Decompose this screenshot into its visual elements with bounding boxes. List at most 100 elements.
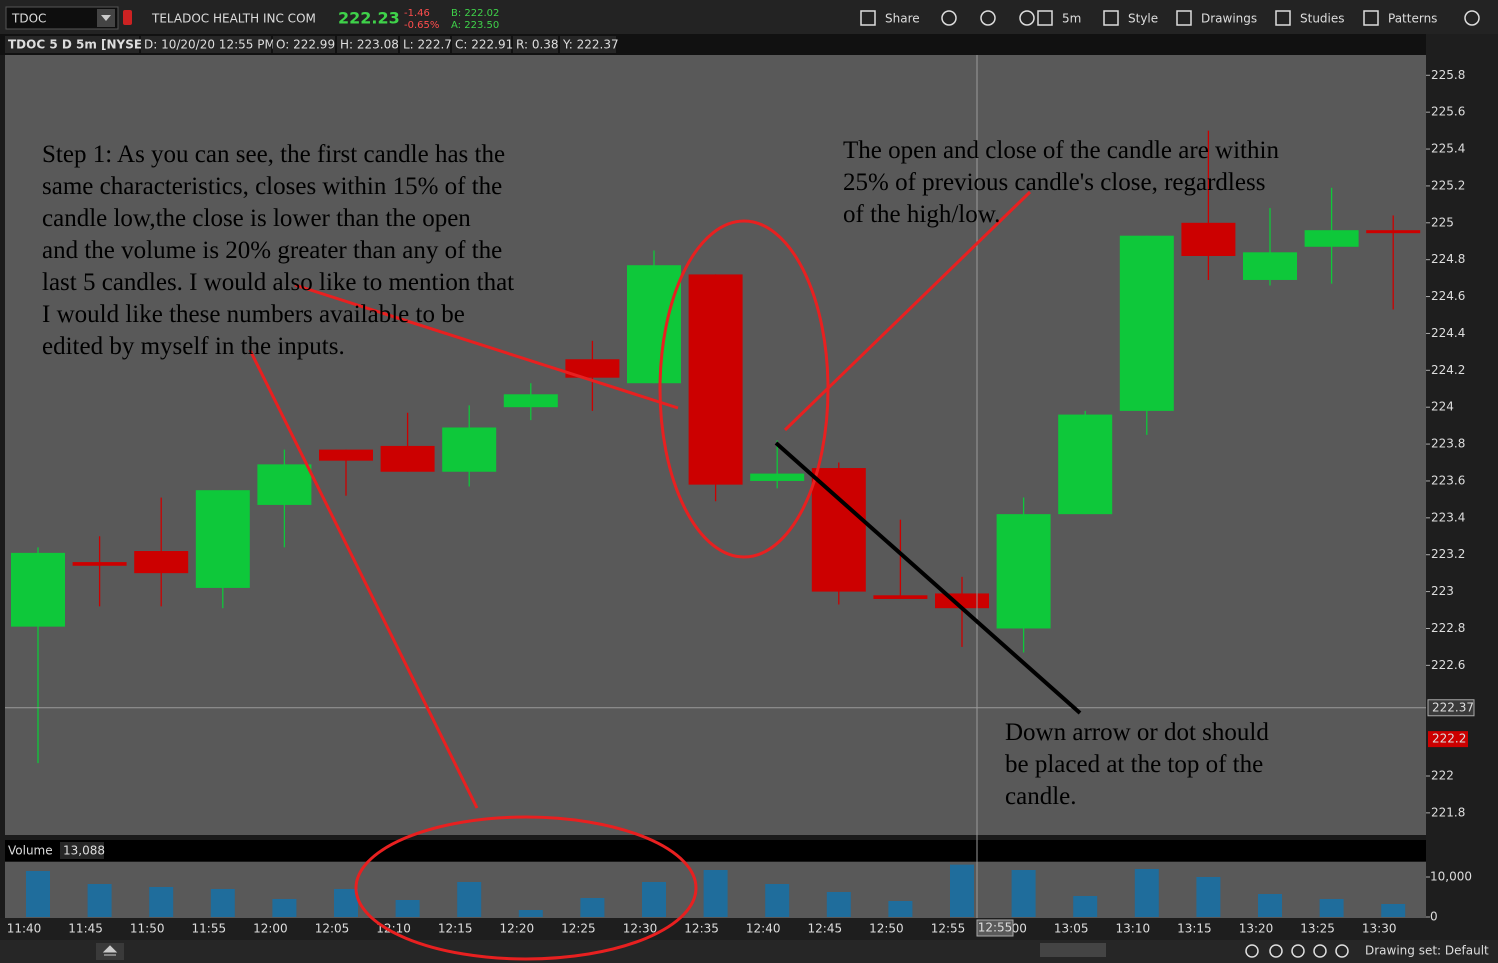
toolbar xyxy=(0,0,1498,34)
y-tick-label: 224.2 xyxy=(1431,363,1465,377)
annotation-text: candle low,the close is lower than the o… xyxy=(42,205,471,232)
toolbar-button[interactable]: Drawings xyxy=(1201,12,1257,26)
x-tick-label: 13:25 xyxy=(1300,922,1335,936)
cursor-price: 222.37 xyxy=(1432,700,1474,714)
header-field-box xyxy=(400,36,450,53)
plot: TDOC TELADOC HEALTH INC COM 222.23 -1.46-0.… xyxy=(5,8,1489,958)
y-tick-label: 225.6 xyxy=(1431,105,1465,119)
toolbar-icon[interactable] xyxy=(1103,10,1119,26)
toolbar-icon[interactable] xyxy=(1019,10,1035,26)
header-field: Y: 222.37 xyxy=(562,38,619,52)
toolbar-icon[interactable] xyxy=(1176,10,1192,26)
drawing-set[interactable]: Drawing set: Default xyxy=(1365,944,1489,958)
footer-icon[interactable] xyxy=(1245,944,1259,958)
footer-icon[interactable] xyxy=(1269,944,1283,958)
footer-icon[interactable] xyxy=(1335,944,1349,958)
x-tick-label: 13:05 xyxy=(1054,922,1089,936)
scrollbar[interactable] xyxy=(1040,943,1106,957)
toolbar-icon[interactable] xyxy=(860,10,876,26)
annotation-text: be placed at the top of the xyxy=(1005,751,1263,778)
annotation-text: last 5 candles. I would also like to men… xyxy=(42,269,514,296)
candle-body xyxy=(1243,252,1297,280)
volume-bar xyxy=(26,871,50,917)
annotation-text: candle. xyxy=(1005,783,1076,810)
ask: A: 223.50 xyxy=(451,20,499,31)
toolbar-icon[interactable] xyxy=(941,10,957,26)
volume-bar xyxy=(703,870,728,917)
time-axis xyxy=(0,918,1498,940)
x-tick-label: 11:50 xyxy=(130,922,165,936)
annotation-text: same characteristics, closes within 15% … xyxy=(42,173,502,200)
annotation-text: I would like these numbers available to … xyxy=(42,301,465,328)
candle-body xyxy=(380,445,435,472)
cursor-price-box xyxy=(1427,699,1475,717)
volume-bar xyxy=(1073,896,1098,917)
toolbar-icon[interactable] xyxy=(1037,10,1053,26)
toolbar-button[interactable]: Share xyxy=(885,12,920,26)
toolbar-button[interactable]: 5m xyxy=(1062,12,1081,26)
candle-body xyxy=(811,468,866,592)
toolbar-icon[interactable] xyxy=(1464,10,1480,26)
y-tick-label: 223.6 xyxy=(1431,473,1465,487)
footer-icon[interactable] xyxy=(1291,944,1305,958)
header-field: D: 10/20/20 12:55 PM xyxy=(144,38,275,52)
toolbar-icon[interactable] xyxy=(1275,10,1291,26)
header-field-box xyxy=(5,36,139,53)
arrow-line xyxy=(294,283,679,410)
arrow-line xyxy=(774,441,1082,715)
y-tick-label: 222.6 xyxy=(1431,658,1465,672)
volume-header xyxy=(5,840,1426,861)
header-field: L: 222.7 xyxy=(403,38,452,52)
x-tick-label: 12:05 xyxy=(315,922,350,936)
footer-bar xyxy=(0,940,1498,963)
x-tick-label: 12:10 xyxy=(376,922,411,936)
alert-icon[interactable] xyxy=(123,10,132,25)
y-tick-label: 224 xyxy=(1431,400,1454,414)
header-field: H: 223.08 xyxy=(340,38,399,52)
toolbar-icon[interactable] xyxy=(1363,10,1379,26)
x-tick-label: 11:45 xyxy=(68,922,103,936)
volume-value: 13,088 xyxy=(63,844,105,858)
volume-bar xyxy=(210,889,235,917)
x-tick-label: 13:20 xyxy=(1239,922,1274,936)
annotation-text: Down arrow or dot should xyxy=(1005,719,1269,746)
annotation-text: The open and close of the candle are wit… xyxy=(843,137,1279,164)
volume-bar xyxy=(395,900,420,917)
volume-bar xyxy=(1381,904,1406,917)
toolbar-button[interactable]: Studies xyxy=(1300,12,1345,26)
toolbar-button[interactable]: Patterns xyxy=(1388,12,1437,26)
toolbar-icon[interactable] xyxy=(980,10,996,26)
x-tick-label: 12:55 xyxy=(931,922,966,936)
x-tick-label: 13:30 xyxy=(1362,922,1397,936)
volume-bar xyxy=(149,887,174,917)
volume-bar xyxy=(1011,870,1036,917)
candle-body xyxy=(627,265,681,384)
header-field: R: 0.38 xyxy=(516,38,559,52)
candle-body xyxy=(195,490,250,588)
company-name: TELADOC HEALTH INC COM xyxy=(151,12,316,26)
volume-bar xyxy=(1258,894,1282,917)
x-tick-label: 12:35 xyxy=(684,922,719,936)
header-field-box xyxy=(337,36,398,53)
arrow-line xyxy=(248,349,479,809)
bid: B: 222.02 xyxy=(451,8,499,19)
y-tick-label: 222 xyxy=(1431,768,1454,782)
annotation-text: Step 1: As you can see, the first candle… xyxy=(42,141,505,168)
y-tick-label: 225.2 xyxy=(1431,178,1465,192)
x-tick-label: 12:30 xyxy=(623,922,658,936)
candle-body xyxy=(11,552,65,627)
x-tick-label: 12:40 xyxy=(746,922,781,936)
x-tick-label: 12:20 xyxy=(500,922,535,936)
candle-body xyxy=(442,427,497,472)
symbol-box[interactable] xyxy=(5,6,119,30)
price-marker-box xyxy=(1428,731,1468,748)
x-tick-label: 12:15 xyxy=(438,922,473,936)
volume-tick-label: 10,000 xyxy=(1430,870,1472,884)
toolbar-button[interactable]: Style xyxy=(1128,12,1158,26)
cursor-time: 12:55 xyxy=(978,921,1013,935)
candle-body xyxy=(996,514,1051,629)
footer-icon[interactable] xyxy=(1313,944,1327,958)
x-tick-label: 13:15 xyxy=(1177,922,1212,936)
pct-change: -0.65% xyxy=(404,20,439,31)
